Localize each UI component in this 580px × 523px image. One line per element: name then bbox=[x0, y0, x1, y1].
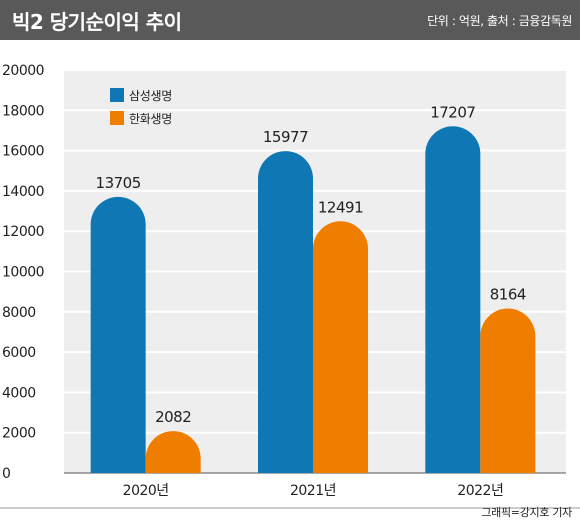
data-label: 17207 bbox=[430, 103, 475, 121]
x-tick-label: 2022년 bbox=[457, 483, 503, 499]
unit-source-note: 단위 : 억원, 출처 : 금융감독원 bbox=[427, 14, 572, 28]
chart-header: 빅2 당기순이익 추이 단위 : 억원, 출처 : 금융감독원 bbox=[0, 0, 580, 40]
y-tick-label: 6000 bbox=[2, 345, 36, 361]
bar-chart: 0 2000 4000 6000 8000 10000 12000 14000 16000 180… bbox=[0, 63, 580, 509]
data-label: 8164 bbox=[490, 285, 526, 303]
y-tick-label: 10000 bbox=[2, 265, 44, 281]
y-tick-label: 16000 bbox=[2, 144, 44, 160]
bar-samsung-2022 bbox=[425, 126, 481, 473]
y-tick-label: 20000 bbox=[2, 63, 44, 79]
legend-label: 한화생명 bbox=[129, 112, 172, 126]
bar-samsung-2021 bbox=[258, 151, 313, 473]
x-tick-label: 2020년 bbox=[123, 483, 169, 499]
data-label: 12491 bbox=[318, 198, 363, 216]
bar-hanwha-2022 bbox=[480, 308, 536, 473]
data-label: 13705 bbox=[96, 174, 141, 192]
bar-samsung-2020 bbox=[90, 196, 146, 474]
legend-swatch bbox=[110, 88, 124, 102]
bar-hanwha-2020 bbox=[145, 431, 201, 473]
y-tick-label: 14000 bbox=[2, 184, 44, 200]
data-label: 2082 bbox=[155, 408, 191, 426]
y-tick-label: 0 bbox=[2, 466, 10, 482]
y-tick-label: 2000 bbox=[2, 426, 36, 442]
legend-swatch bbox=[110, 111, 124, 125]
bar-hanwha-2021 bbox=[313, 221, 368, 473]
y-tick-label: 4000 bbox=[2, 385, 36, 401]
data-label: 15977 bbox=[263, 128, 308, 146]
y-tick-label: 8000 bbox=[2, 305, 36, 321]
x-tick-label: 2021년 bbox=[290, 483, 336, 499]
y-tick-label: 18000 bbox=[2, 103, 44, 119]
chart-title: 빅2 당기순이익 추이 bbox=[12, 10, 182, 34]
y-tick-label: 12000 bbox=[2, 224, 44, 240]
legend-label: 삼성생명 bbox=[129, 89, 172, 103]
graphic-credit: 그래픽=강지호 기자 bbox=[481, 506, 572, 519]
